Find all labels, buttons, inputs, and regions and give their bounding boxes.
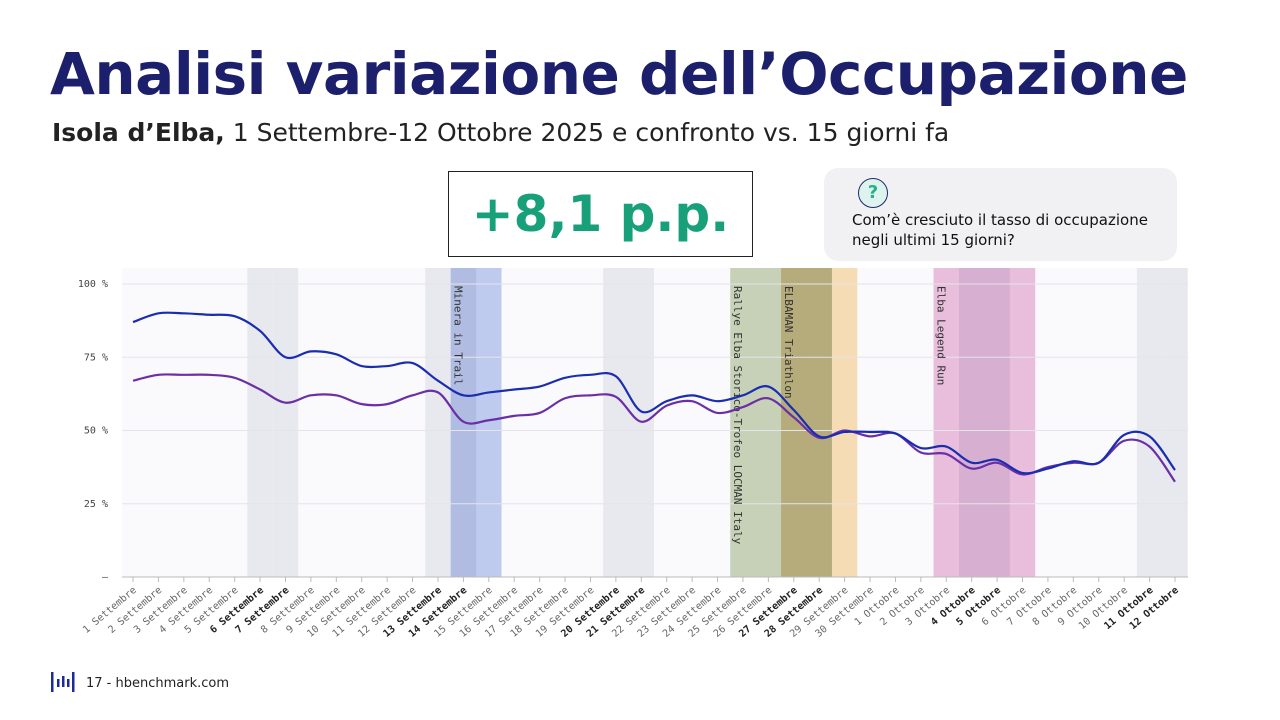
y-tick-label: – <box>102 572 109 583</box>
weekend-band <box>603 268 629 577</box>
footer: 17 - hbenchmark.com <box>86 676 230 691</box>
subtitle: Isola d’Elba, 1 Settembre-12 Ottobre 202… <box>52 118 949 147</box>
y-tick-label: 50 % <box>84 426 108 437</box>
y-tick-label: 75 % <box>84 352 108 363</box>
question-text: Com’è cresciuto il tasso di occupazione … <box>852 211 1148 249</box>
event-band <box>781 268 858 577</box>
weekend-band <box>425 268 451 577</box>
y-tick-label: 25 % <box>84 499 108 510</box>
callout: +8,1 p.p. <box>448 171 753 257</box>
series-line <box>132 373 1176 483</box>
weekend-band <box>272 268 299 577</box>
subtitle-text: 1 Settembre-12 Ottobre 2025 e confronto … <box>232 118 950 147</box>
event-label: ELBAMAN Triathlon <box>782 286 795 399</box>
series-line <box>132 311 1176 475</box>
title: Analisi variazione dell’Occupazione <box>50 40 1188 108</box>
subtitle-place: Isola d’Elba, <box>52 118 225 147</box>
event-label: Elba Legend Run <box>935 286 948 385</box>
weekend-band <box>1162 268 1188 577</box>
y-tick-label: 100 % <box>78 279 108 290</box>
weekend-band <box>247 268 273 577</box>
event-label: Rallye Elba Storico-Trofeo LOCMAN Italy <box>731 286 744 545</box>
event-label: Minera in Trail <box>452 286 465 385</box>
event-band <box>933 268 1036 577</box>
weekend-band <box>1136 268 1163 577</box>
question-icon: ? <box>858 178 888 208</box>
logo <box>51 672 75 692</box>
question-box: ? Com’è cresciuto il tasso di occupazion… <box>824 168 1177 261</box>
